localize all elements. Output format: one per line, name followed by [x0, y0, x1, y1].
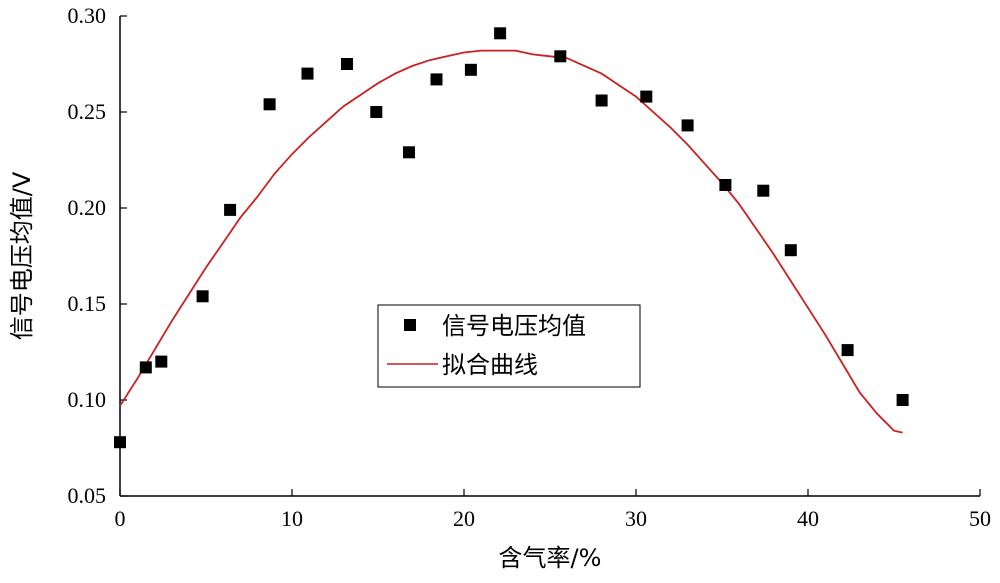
- y-tick-label: 0.30: [68, 3, 107, 28]
- y-tick-label: 0.05: [68, 483, 107, 508]
- data-point: [494, 27, 507, 40]
- x-ticks: 0 10 20 30 40 50: [115, 489, 991, 531]
- y-tick-label: 0.10: [68, 387, 107, 412]
- legend-box: [377, 304, 641, 388]
- y-ticks: 0.05 0.10 0.15 0.20 0.25 0.30: [68, 3, 127, 508]
- data-point: [155, 355, 168, 368]
- data-point: [341, 58, 353, 70]
- x-tick-label: 0: [115, 506, 126, 531]
- fit-curve-layer: [119, 49, 903, 434]
- data-point: [681, 119, 694, 132]
- data-point: [114, 436, 126, 449]
- x-tick-label: 10: [281, 506, 303, 531]
- x-tick-label: 50: [969, 506, 991, 531]
- data-point: [403, 146, 415, 159]
- y-axis-title: 信号电压均值/V: [8, 171, 36, 340]
- data-point: [196, 290, 209, 303]
- x-tick-label: 40: [797, 506, 819, 531]
- y-tick-label: 0.15: [68, 291, 107, 316]
- data-point: [841, 344, 854, 357]
- data-point: [554, 50, 567, 63]
- data-point: [896, 394, 909, 406]
- data-point: [224, 203, 237, 216]
- legend-label-scatter: 信号电压均值: [442, 312, 586, 340]
- data-point: [595, 94, 608, 107]
- plot-area: [119, 16, 980, 497]
- legend: 信号电压均值 拟合曲线: [377, 304, 641, 388]
- data-point: [370, 106, 383, 118]
- y-tick-label: 0.25: [68, 99, 107, 124]
- data-point: [430, 73, 443, 86]
- legend-label-curve: 拟合曲线: [442, 351, 538, 379]
- x-tick-label: 20: [453, 506, 475, 531]
- data-point: [263, 98, 276, 111]
- x-tick-label: 30: [625, 506, 647, 531]
- fit-curve-line: [119, 49, 903, 434]
- data-point: [757, 184, 770, 197]
- data-point: [640, 90, 653, 103]
- data-point: [301, 67, 314, 80]
- legend-scatter-marker: [404, 319, 416, 331]
- y-tick-label: 0.20: [68, 195, 107, 220]
- scatter-points-layer: [114, 27, 909, 449]
- data-point: [719, 179, 732, 191]
- data-point: [784, 244, 797, 257]
- data-point: [464, 63, 477, 76]
- data-point: [139, 361, 152, 374]
- x-axis-title: 含气率/%: [499, 544, 602, 572]
